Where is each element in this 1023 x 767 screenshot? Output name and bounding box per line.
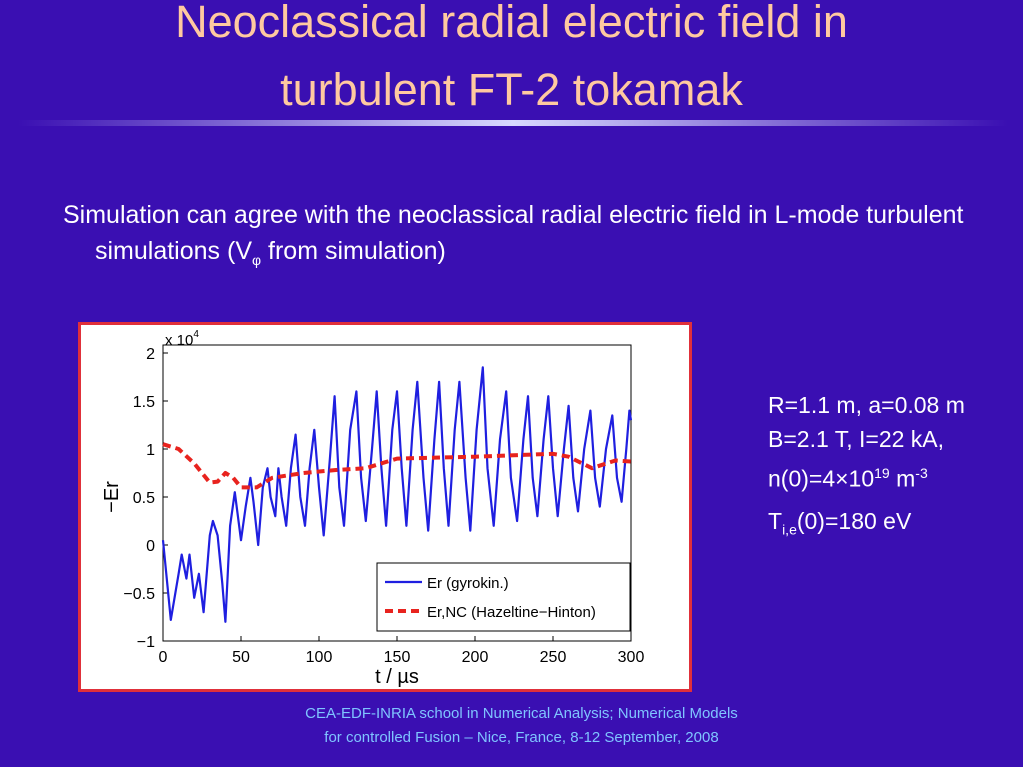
multiplier-base: x 10	[165, 332, 193, 349]
y-tick-label: −0.5	[123, 586, 155, 603]
superscript: -3	[915, 465, 928, 481]
x-tick-label: 100	[306, 649, 333, 666]
title-rule	[18, 120, 1008, 126]
x-tick-label: 250	[540, 649, 567, 666]
y-axis-label: −Er	[101, 481, 123, 513]
x-tick-label: 150	[384, 649, 411, 666]
legend-box	[376, 562, 631, 632]
text: m	[889, 465, 916, 492]
footer-line: for controlled Fusion – Nice, France, 8-…	[324, 729, 719, 746]
text: Simulation can agree with the neoclassic…	[63, 201, 964, 265]
param: Ti,e(0)=180 eV	[768, 504, 1008, 547]
legend-label: Er,NC (Hazeltine−Hinton)	[427, 604, 596, 621]
parameters: R=1.1 m, a=0.08 m B=2.1 T, I=22 kA, n(0)…	[768, 388, 1008, 554]
y-tick-label: 0	[146, 538, 155, 555]
chart: −1 −0.5 0 0.5 1 1.5 2 0 50 100 150 200 250 300 t / µs −…	[101, 329, 645, 688]
bullet: Simulation can agree with the neoclassic…	[63, 197, 1015, 278]
x-tick-label: 300	[618, 649, 645, 666]
footer: CEA-EDF-INRIA school in Numerical Analys…	[0, 702, 1023, 750]
footer-line: CEA-EDF-INRIA school in Numerical Analys…	[305, 705, 738, 722]
x-axis-label: t / µs	[375, 666, 419, 688]
title-line: turbulent FT-2 tokamak	[280, 64, 743, 115]
x-tick-label: 0	[159, 649, 168, 666]
x-tick-label: 200	[462, 649, 489, 666]
subscript: i,e	[782, 521, 797, 538]
legend-label: Er (gyrokin.)	[427, 575, 509, 592]
subscript: φ	[252, 252, 262, 268]
text: T	[768, 507, 783, 534]
param: R=1.1 m, a=0.08 m B=2.1 T, I=22 kA, n(0)…	[768, 388, 1008, 496]
x-tick-label: 50	[232, 649, 250, 666]
y-tick-label: 0.5	[133, 490, 155, 507]
y-tick-label: −1	[137, 634, 155, 651]
y-tick-label: 1.5	[133, 394, 155, 411]
series-line	[162, 442, 632, 490]
multiplier-exponent: 4	[193, 329, 199, 340]
y-tick-label: 2	[146, 346, 155, 363]
slide-title: Neoclassical radial electric field in tu…	[0, 0, 1023, 124]
text: R=1.1 m, a=0.08 m B=2.1 T, I=22 kA, n(0)…	[768, 392, 965, 492]
text: from simulation)	[261, 237, 446, 265]
y-multiplier: x 104	[165, 329, 199, 349]
title-line: Neoclassical radial electric field in	[175, 0, 848, 47]
superscript: 19	[874, 465, 890, 481]
series-line	[161, 366, 633, 623]
text: (0)=180 eV	[796, 507, 912, 534]
y-tick-label: 1	[146, 442, 155, 459]
